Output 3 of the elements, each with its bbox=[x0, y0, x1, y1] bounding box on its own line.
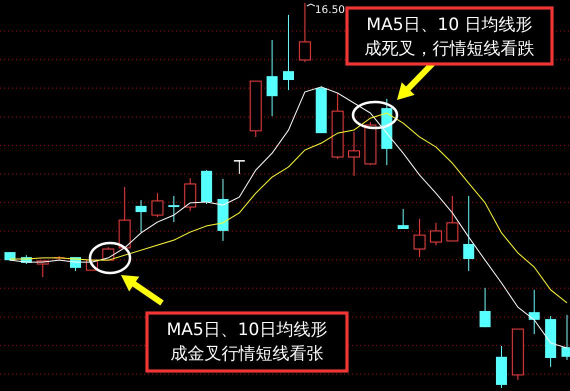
annotation: 16.50 bbox=[314, 4, 345, 16]
annotation: MA5日、10日均线形成金叉行情短线看张 bbox=[166, 320, 328, 364]
annotation: MA5日、10 日均线形成死叉，行情短线看跌 bbox=[364, 15, 534, 59]
